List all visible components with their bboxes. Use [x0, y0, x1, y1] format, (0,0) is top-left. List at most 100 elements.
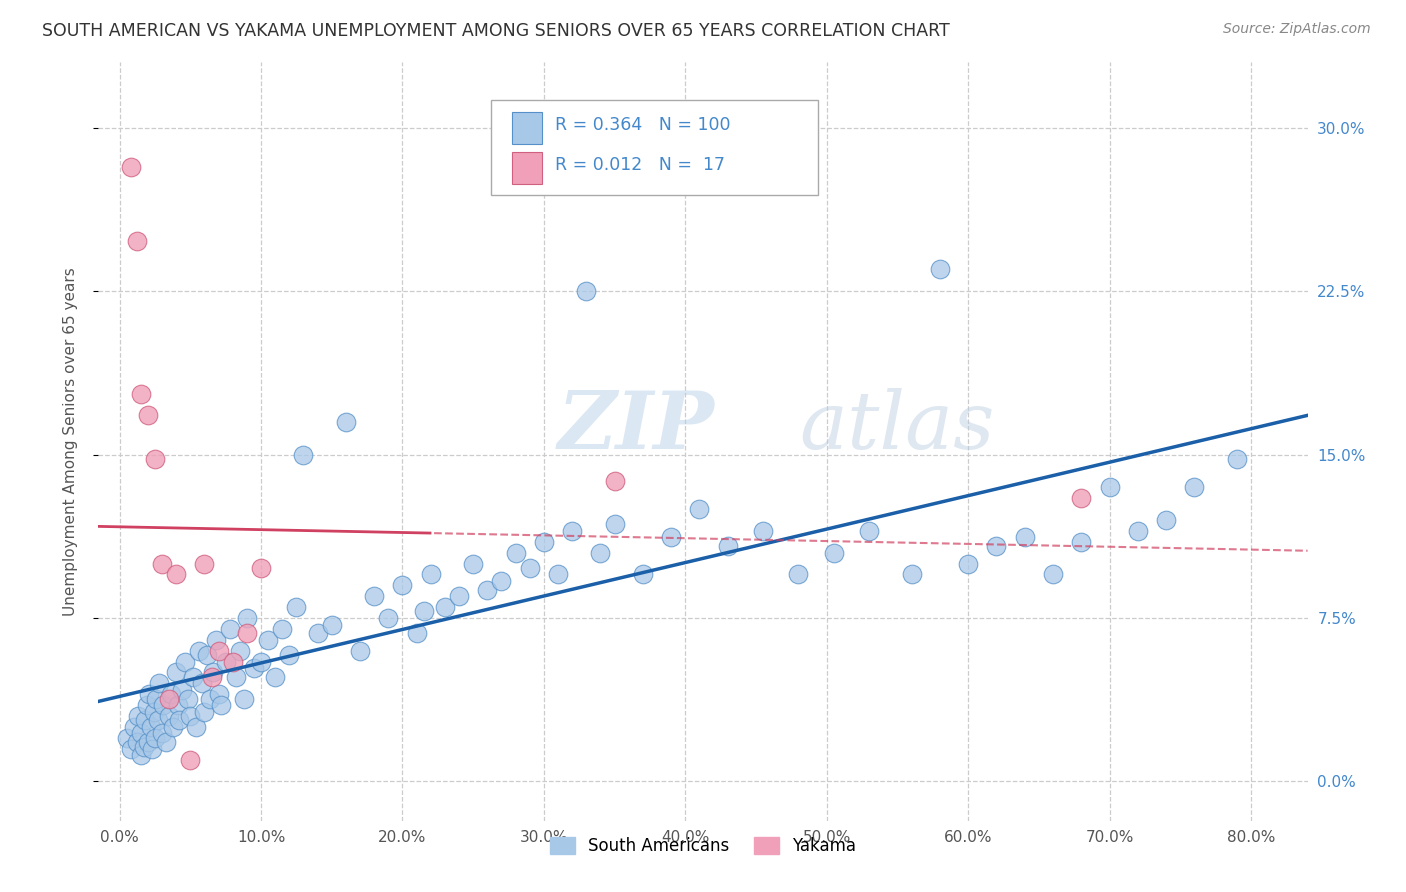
Text: atlas: atlas [800, 388, 995, 465]
Point [271, 622, 294, 636]
Point [138, 687, 160, 701]
Point [166, 698, 188, 713]
Point [143, 452, 166, 467]
Point [115, 731, 138, 745]
Point [659, 530, 682, 544]
Point [204, 632, 226, 647]
Point [135, 698, 157, 713]
Point [157, 691, 180, 706]
Point [173, 655, 195, 669]
Point [491, 574, 513, 588]
Point [146, 714, 169, 728]
Point [575, 284, 598, 298]
Point [928, 262, 950, 277]
Point [250, 561, 273, 575]
Point [250, 655, 273, 669]
Point [1154, 513, 1177, 527]
Text: R = 0.012   N =  17: R = 0.012 N = 17 [555, 156, 725, 174]
Point [122, 720, 145, 734]
Point [187, 643, 209, 657]
Point [170, 682, 193, 697]
Point [167, 714, 190, 728]
Point [957, 557, 980, 571]
Point [207, 687, 229, 701]
Point [179, 709, 201, 723]
Point [858, 524, 880, 538]
Point [363, 589, 385, 603]
Point [986, 539, 1008, 553]
Point [243, 661, 266, 675]
Point [129, 386, 152, 401]
Point [1014, 530, 1036, 544]
Point [519, 561, 541, 575]
Point [547, 567, 569, 582]
Y-axis label: Unemployment Among Seniors over 65 years: Unemployment Among Seniors over 65 years [63, 268, 77, 615]
Point [143, 731, 166, 745]
Point [412, 605, 434, 619]
Point [264, 670, 287, 684]
Point [159, 687, 181, 701]
Point [603, 474, 626, 488]
Point [405, 626, 427, 640]
Point [233, 691, 256, 706]
Point [1226, 452, 1249, 467]
Point [207, 643, 229, 657]
Point [1184, 480, 1206, 494]
Point [165, 567, 187, 582]
Point [162, 720, 184, 734]
Point [125, 234, 148, 248]
Text: Source: ZipAtlas.com: Source: ZipAtlas.com [1223, 22, 1371, 37]
Point [176, 691, 198, 706]
Point [377, 611, 399, 625]
Point [127, 709, 149, 723]
Point [193, 705, 215, 719]
Point [236, 626, 259, 640]
Point [179, 753, 201, 767]
Point [184, 720, 207, 734]
Point [447, 589, 470, 603]
Point [433, 600, 456, 615]
Point [152, 698, 174, 713]
Point [787, 567, 810, 582]
Point [198, 691, 221, 706]
Point [129, 726, 152, 740]
Point [120, 741, 142, 756]
Point [211, 698, 233, 713]
Point [1126, 524, 1149, 538]
Point [631, 567, 654, 582]
Point [125, 735, 148, 749]
Point [236, 611, 259, 625]
Point [222, 655, 245, 669]
Point [900, 567, 922, 582]
Point [717, 539, 740, 553]
Point [419, 567, 441, 582]
Point [150, 726, 173, 740]
Point [225, 670, 247, 684]
Text: SOUTH AMERICAN VS YAKAMA UNEMPLOYMENT AMONG SENIORS OVER 65 YEARS CORRELATION CH: SOUTH AMERICAN VS YAKAMA UNEMPLOYMENT AM… [42, 22, 950, 40]
Point [589, 546, 612, 560]
Point [307, 626, 329, 640]
Point [533, 534, 555, 549]
Point [120, 160, 142, 174]
Point [561, 524, 583, 538]
Point [142, 705, 165, 719]
Point [321, 617, 343, 632]
Point [139, 720, 162, 734]
Point [391, 578, 413, 592]
FancyBboxPatch shape [492, 101, 818, 195]
Point [257, 632, 280, 647]
Point [157, 709, 180, 723]
Bar [512, 112, 543, 144]
Point [195, 648, 218, 662]
Point [477, 582, 499, 597]
Point [335, 415, 357, 429]
Point [136, 409, 159, 423]
Point [219, 622, 242, 636]
Point [200, 670, 222, 684]
Point [132, 739, 155, 754]
Point [505, 546, 527, 560]
Point [1070, 534, 1092, 549]
Point [155, 735, 177, 749]
Bar [512, 152, 543, 184]
Point [463, 557, 485, 571]
